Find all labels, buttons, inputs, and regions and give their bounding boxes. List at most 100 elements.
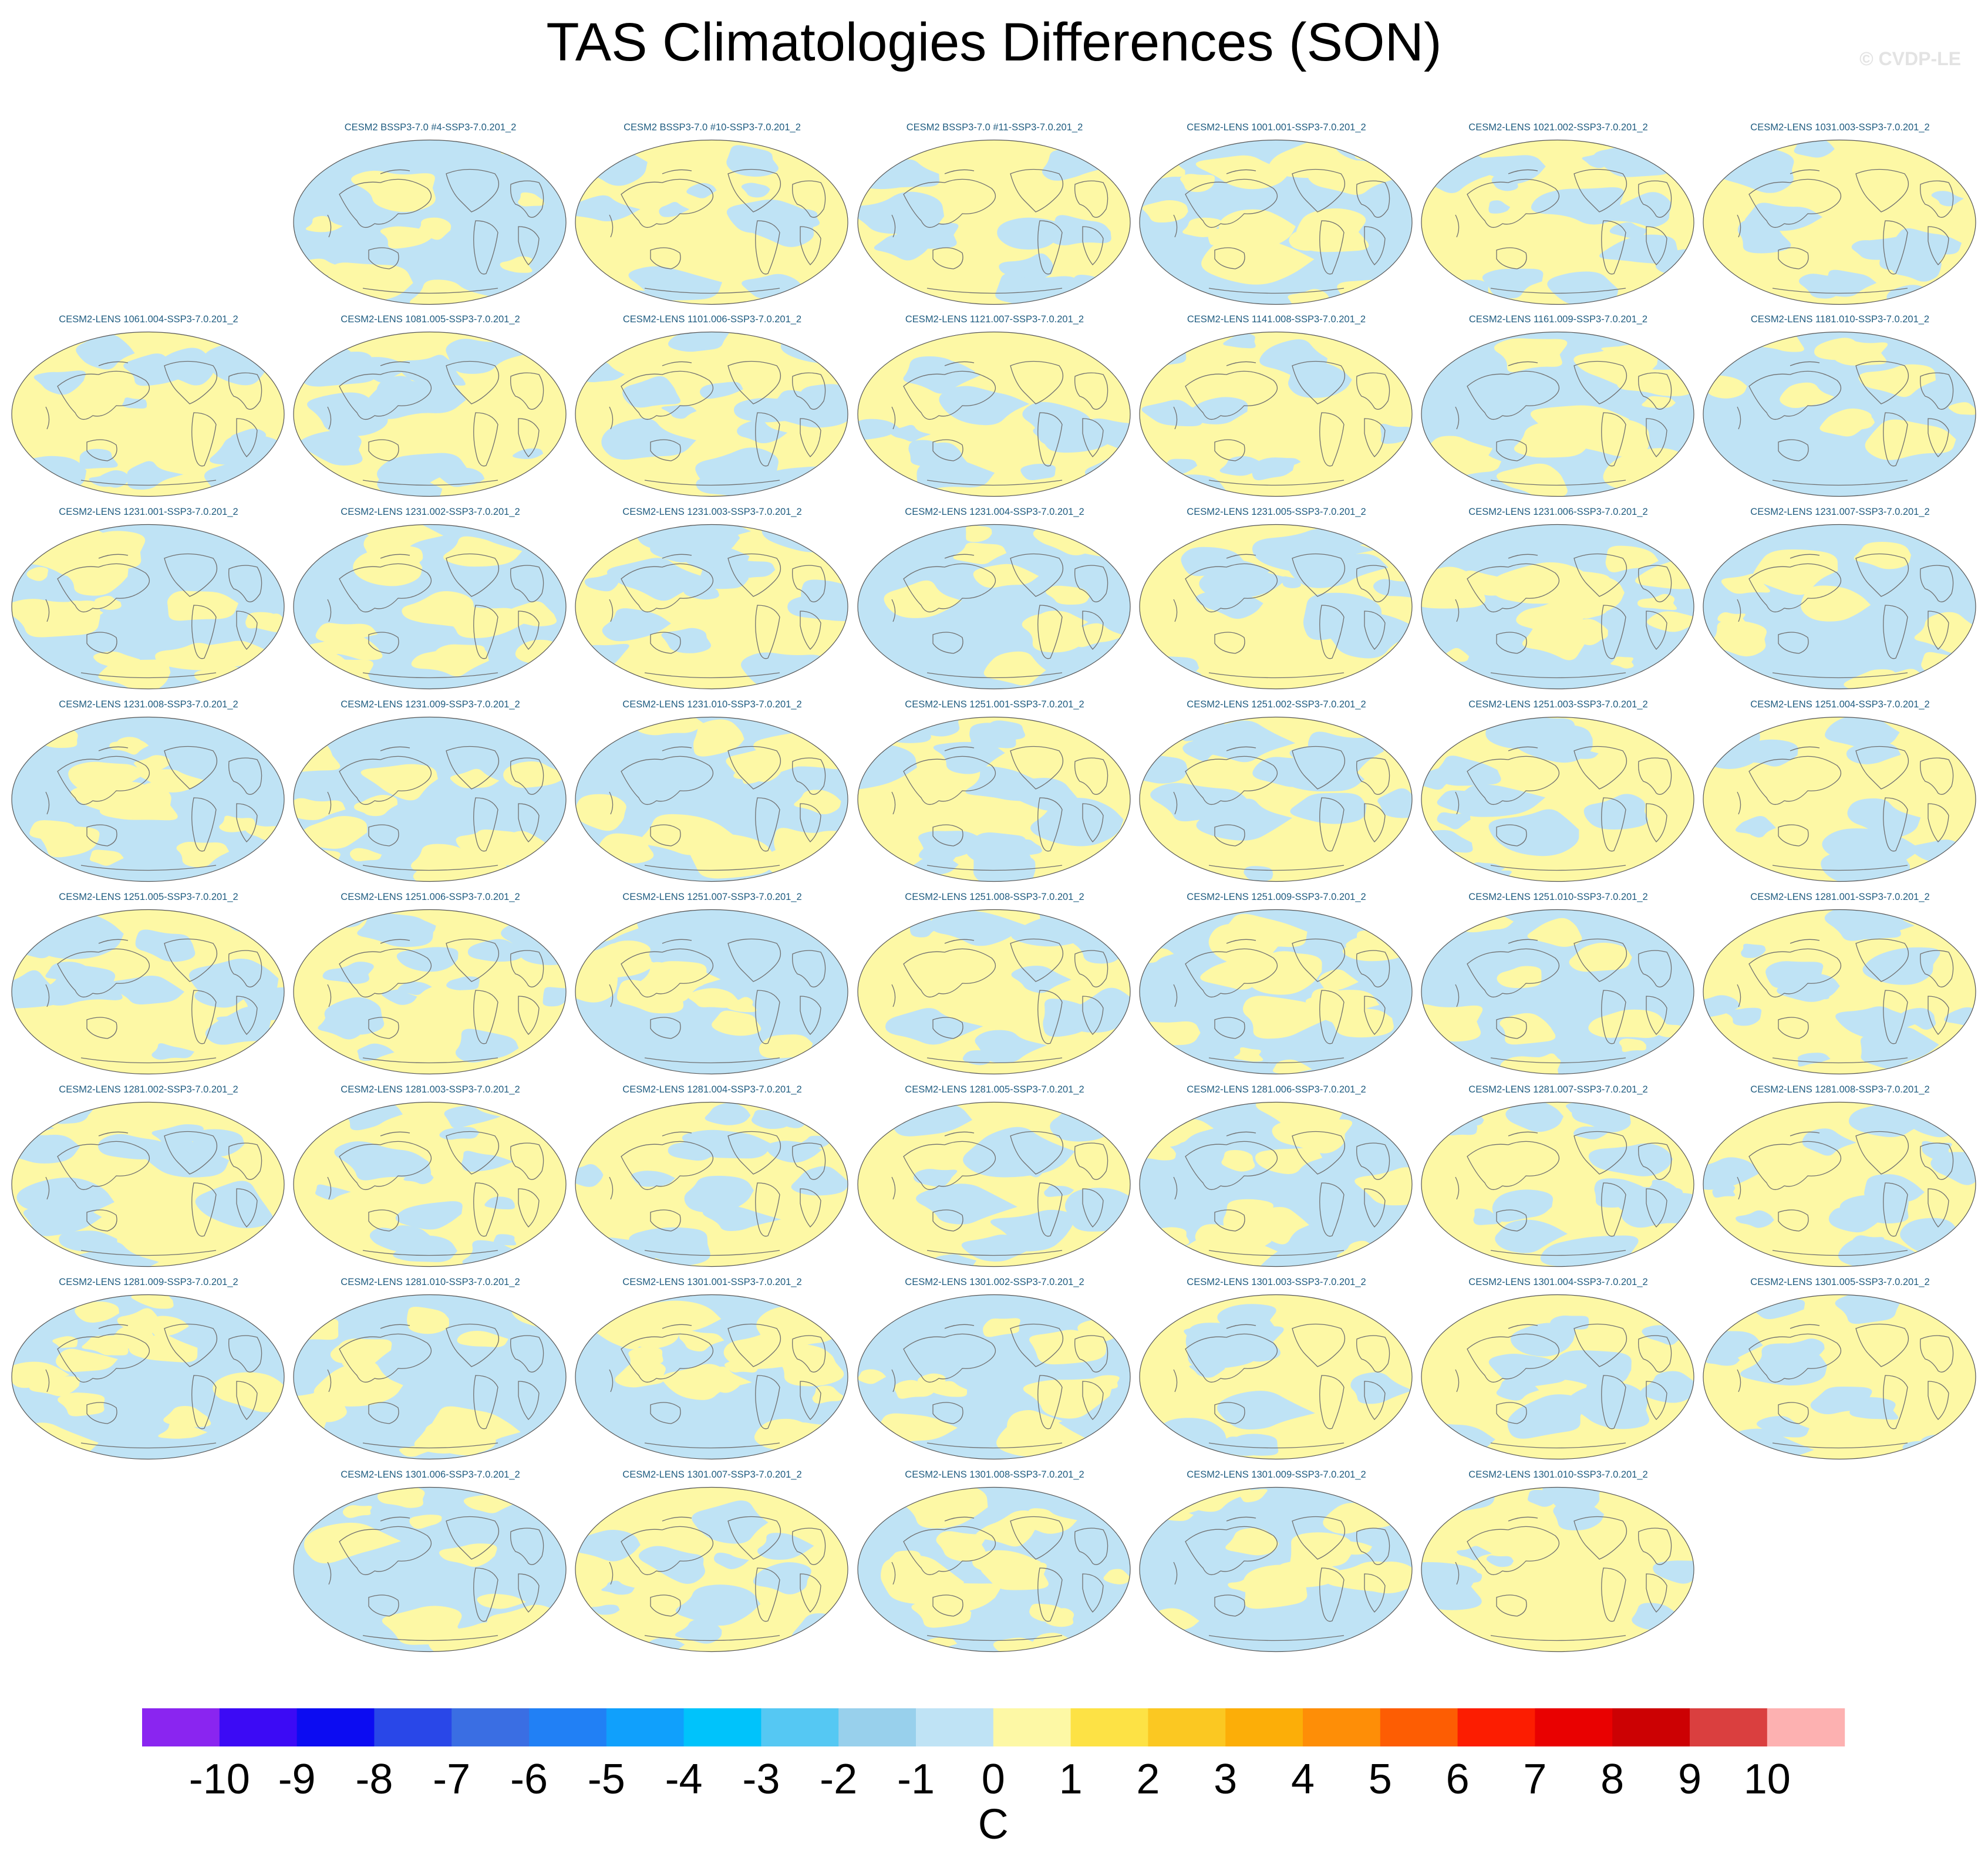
coastline — [1185, 1141, 1278, 1190]
coastline — [650, 247, 681, 269]
coastline — [1920, 565, 1954, 602]
anomaly-region — [1711, 620, 1767, 657]
anomaly-region — [39, 601, 103, 627]
anomaly-region — [858, 744, 917, 790]
coastline — [1467, 756, 1559, 805]
anomaly-region — [1810, 1387, 1872, 1415]
anomaly-region — [98, 659, 171, 689]
anomaly-region — [1288, 289, 1330, 305]
anomaly-region — [518, 192, 545, 207]
coastline — [1646, 996, 1667, 1035]
anomaly-region — [1865, 419, 1956, 460]
anomaly-region — [925, 1637, 958, 1651]
anomaly-region — [1936, 723, 1964, 736]
coastline — [1601, 220, 1626, 275]
map-field — [1421, 524, 1694, 690]
coastline — [1037, 605, 1063, 659]
anomaly-region — [629, 1227, 710, 1266]
coastline — [368, 1209, 399, 1232]
copyright-notice: © CVDP-LE — [1859, 48, 1961, 69]
coastline — [903, 756, 996, 805]
anomaly-region — [889, 424, 931, 442]
anomaly-region — [858, 1369, 887, 1384]
anomaly-region — [983, 651, 1046, 686]
panel-title: CESM2-LENS 1281.001-SSP3-7.0.201_2 — [1750, 892, 1930, 902]
map-field — [575, 524, 848, 690]
coastline — [1748, 948, 1841, 997]
anomaly-region — [675, 1618, 722, 1644]
anomaly-region — [1217, 558, 1270, 585]
coastline — [1772, 1442, 1908, 1449]
coastline — [903, 563, 996, 612]
panel-title: CESM2-LENS 1141.008-SSP3-7.0.201_2 — [1187, 314, 1366, 325]
coastline — [327, 746, 410, 815]
map-field — [575, 139, 848, 305]
coastline — [1646, 1573, 1667, 1613]
anomaly-region — [1234, 1047, 1263, 1062]
coastline — [891, 554, 975, 622]
coastline — [1601, 990, 1626, 1044]
coastline — [1601, 1375, 1626, 1429]
anomaly-region — [1310, 988, 1362, 1018]
anomaly-region — [294, 1319, 339, 1340]
anomaly-region — [1703, 1328, 1763, 1364]
anomaly-region — [1485, 717, 1581, 749]
coastline — [1455, 361, 1538, 430]
coastline — [191, 1375, 217, 1429]
map-outline — [575, 1294, 848, 1460]
coastline — [1748, 370, 1841, 420]
anomaly-region — [99, 783, 178, 821]
coastline — [1573, 1323, 1627, 1367]
anomaly-region — [12, 1111, 42, 1124]
coastline — [1638, 950, 1672, 987]
map-field — [857, 139, 1131, 305]
panel-title: CESM2-LENS 1231.003-SSP3-7.0.201_2 — [622, 507, 802, 517]
anomaly-region — [1242, 996, 1331, 1039]
anomaly-region — [1619, 1038, 1646, 1052]
anomaly-region — [930, 910, 1026, 946]
coastline — [891, 1324, 975, 1392]
coastline — [621, 370, 713, 420]
map-panel: CESM2-LENS 1301.009-SSP3-7.0.201_2 — [1138, 1469, 1414, 1657]
coastline — [191, 1182, 217, 1237]
anomaly-region — [357, 912, 434, 947]
panel-title: CESM2-LENS 1301.004-SSP3-7.0.201_2 — [1468, 1277, 1648, 1287]
coastline — [1037, 1567, 1063, 1622]
coastline — [1173, 554, 1256, 622]
coastline — [792, 757, 826, 795]
coastline — [755, 1567, 780, 1622]
anomaly-region — [1047, 215, 1111, 245]
anomaly-region — [953, 542, 1007, 565]
map-panel: CESM2-LENS 1031.003-SSP3-7.0.201_2 — [1702, 122, 1978, 310]
colorbar-swatch — [1767, 1708, 1845, 1746]
colorbar-swatch — [1535, 1708, 1613, 1746]
coastline — [1010, 1323, 1063, 1367]
coastline — [650, 1017, 681, 1039]
coastline — [1883, 1182, 1908, 1237]
coastline — [792, 950, 826, 987]
anomaly-region — [1279, 1559, 1339, 1588]
anomaly-region — [40, 965, 123, 1006]
anomaly-region — [1780, 382, 1834, 408]
anomaly-region — [1016, 839, 1042, 855]
anomaly-region — [575, 794, 626, 831]
map-field — [575, 1294, 848, 1460]
map-panel: CESM2-LENS 1281.007-SSP3-7.0.201_2 — [1420, 1084, 1696, 1272]
anomaly-region — [380, 226, 436, 249]
anomaly-region — [1740, 818, 1768, 838]
anomaly-region — [1944, 1007, 1976, 1026]
coastline — [1082, 418, 1104, 457]
coastline — [368, 1594, 399, 1617]
panel-title: CESM2-LENS 1301.001-SSP3-7.0.201_2 — [622, 1277, 802, 1287]
map-outline — [575, 331, 848, 497]
anomaly-region — [396, 947, 459, 972]
coastline — [1082, 611, 1104, 650]
anomaly-region — [774, 828, 838, 863]
anomaly-region — [689, 832, 776, 879]
anomaly-region — [461, 1151, 514, 1172]
colorbar-tick-label: -10 — [189, 1756, 250, 1803]
coastline — [164, 938, 217, 982]
anomaly-region — [575, 1529, 641, 1562]
coastline — [1364, 803, 1386, 842]
map-panel: CESM2-LENS 1251.009-SSP3-7.0.201_2 — [1138, 892, 1414, 1080]
